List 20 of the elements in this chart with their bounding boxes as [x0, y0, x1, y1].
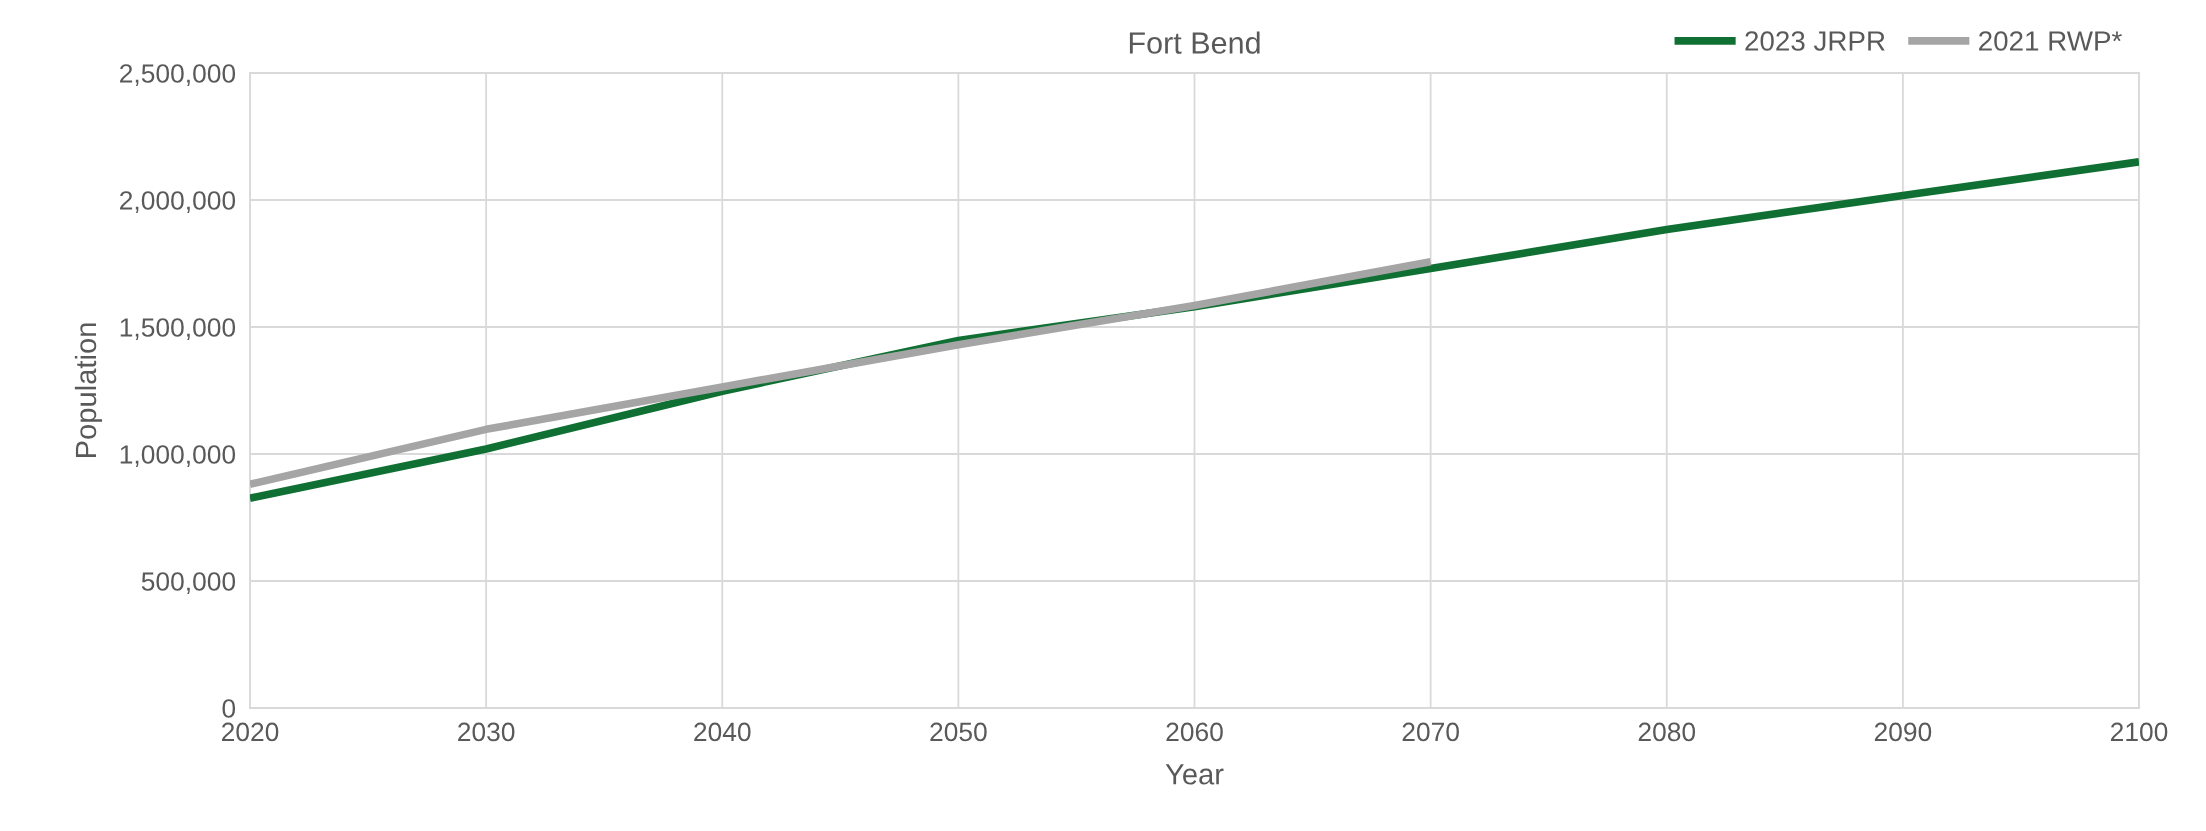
- legend-label: 2021 RWP*: [1979, 31, 2122, 51]
- x-tick-label: 2090: [1874, 722, 1932, 742]
- y-tick-label: 1,000,000: [120, 445, 236, 467]
- y-tick-label: 0: [222, 699, 236, 718]
- y-tick-label: 500,000: [141, 572, 236, 594]
- y-tick-label: 2,000,000: [120, 191, 236, 213]
- x-tick-label: 2070: [1402, 722, 1459, 742]
- x-tick-label: 2030: [458, 722, 515, 742]
- y-tick-label: 2,500,000: [120, 64, 236, 86]
- chart-title: Fort Bend: [1129, 31, 1260, 54]
- x-tick-label: 2100: [2110, 722, 2168, 742]
- y-tick-label: 1,500,000: [120, 318, 236, 340]
- x-tick-label: 2040: [694, 722, 751, 742]
- x-tick-label: 2080: [1638, 722, 1696, 742]
- x-tick-label: 2060: [1166, 722, 1223, 742]
- x-tick-label: 2050: [930, 722, 987, 742]
- y-axis-title: Population: [74, 323, 103, 458]
- legend-label: 2023 JRPR: [1745, 31, 1885, 51]
- x-axis-title: Year: [1165, 764, 1224, 785]
- x-tick-label: 2020: [221, 722, 279, 742]
